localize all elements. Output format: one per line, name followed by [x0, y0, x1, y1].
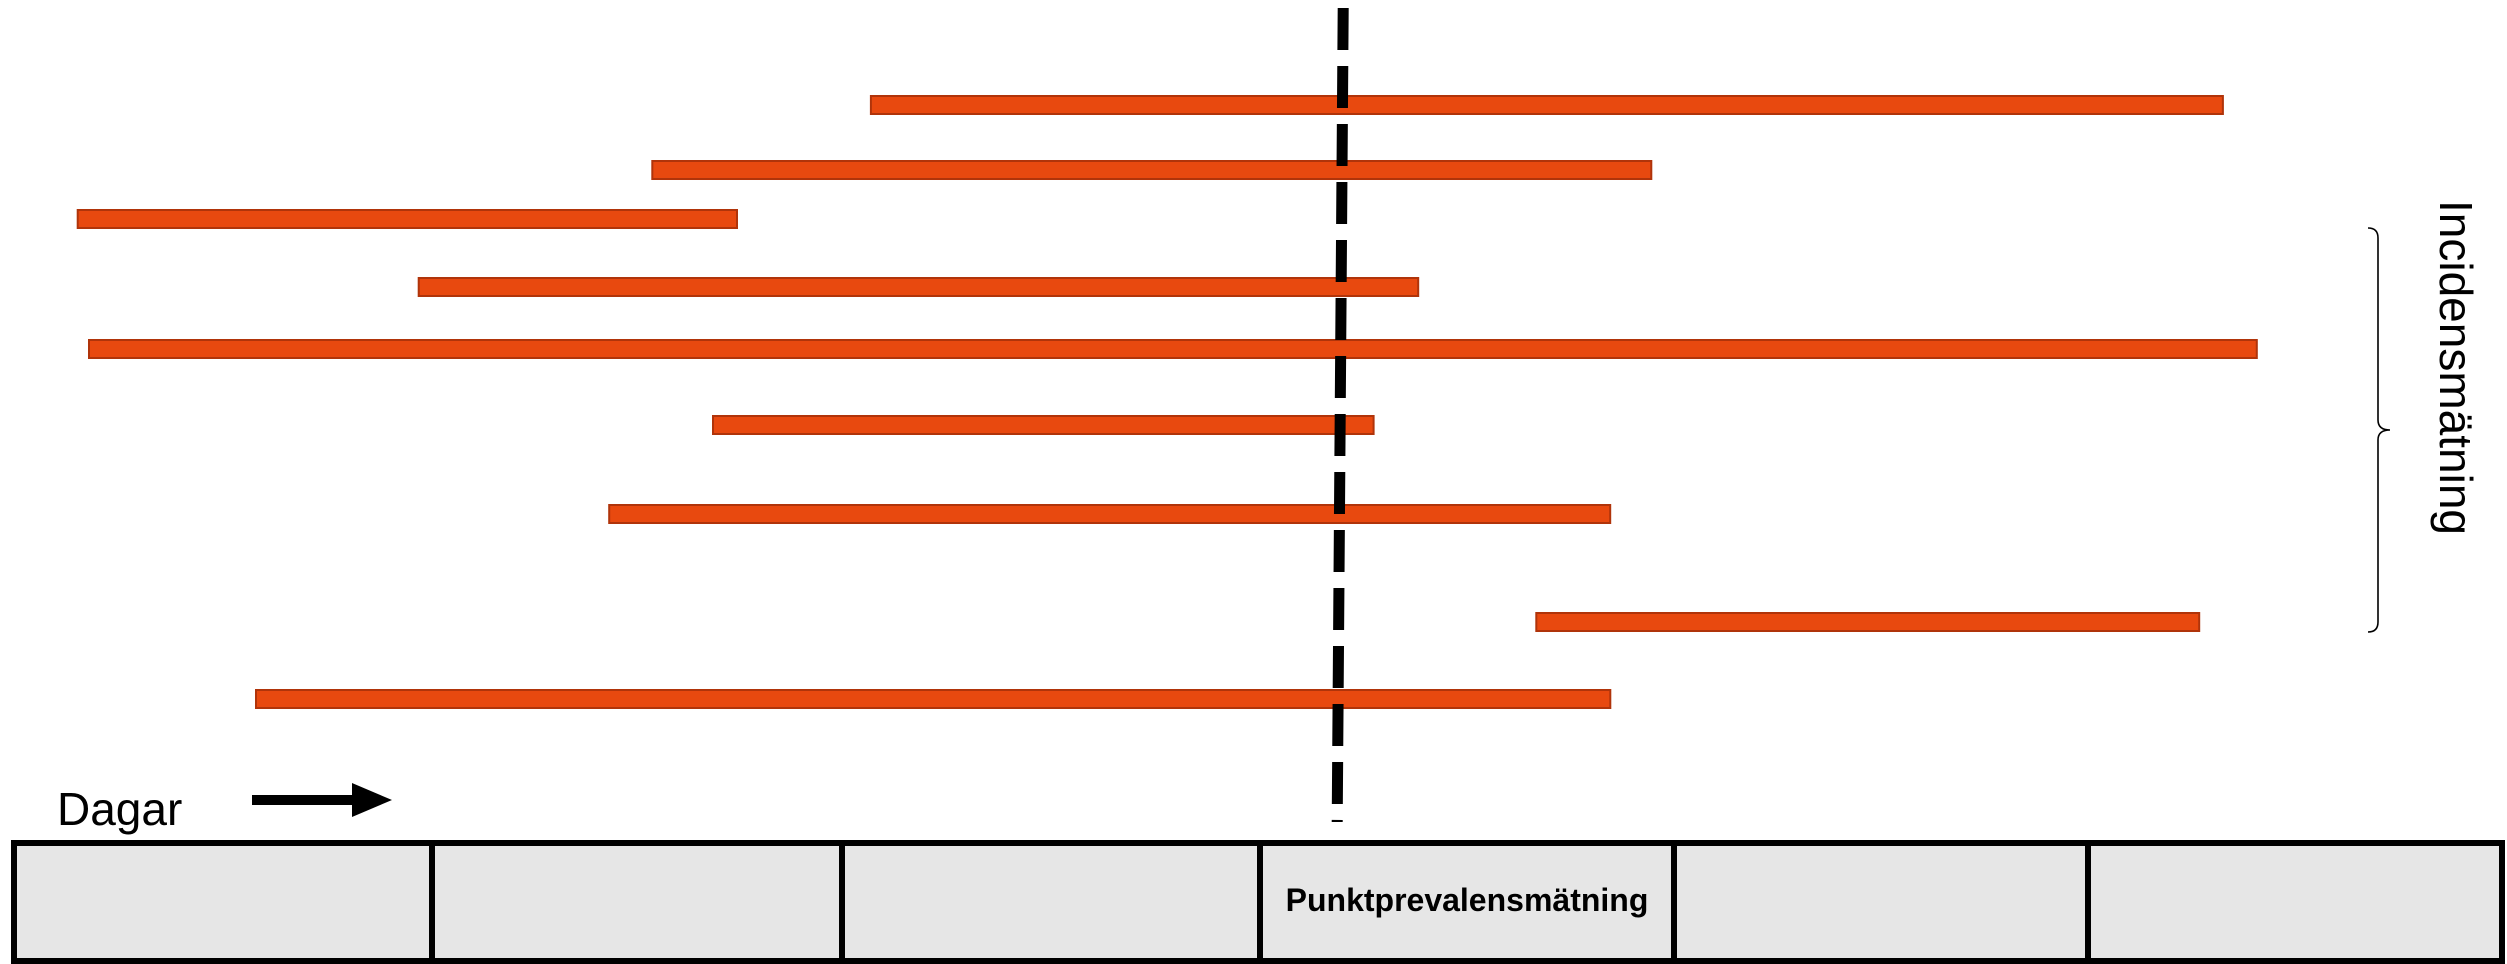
timeline-cell: [2085, 840, 2505, 964]
days-axis-label: Dagar: [57, 783, 182, 835]
point-prevalence-dashed-line: [1331, 7, 1349, 823]
timeline-cell: [429, 840, 845, 964]
timeline-cell: [11, 840, 435, 964]
right-arrow-icon: [252, 783, 392, 817]
episode-bar: [608, 504, 1612, 524]
episode-bar: [869, 95, 2224, 115]
episode-bar: [255, 689, 1612, 709]
timeline-cell: [839, 840, 1263, 964]
episode-bar: [651, 160, 1653, 180]
incidence-brace: [2367, 227, 2391, 633]
timeline-bar: Punktprevalensmätning: [11, 840, 2505, 964]
episode-bar: [712, 415, 1375, 435]
episode-bar: [1535, 612, 2201, 632]
episode-bar: [76, 209, 738, 229]
timeline-cell: [1671, 840, 2091, 964]
point-prevalence-label: Punktprevalensmätning: [1286, 882, 1649, 918]
incidence-label: Incidensmätning: [2430, 200, 2482, 535]
episode-bar: [88, 339, 2258, 359]
patient-episode-bars: [76, 95, 2258, 709]
episode-bar: [417, 277, 1420, 297]
